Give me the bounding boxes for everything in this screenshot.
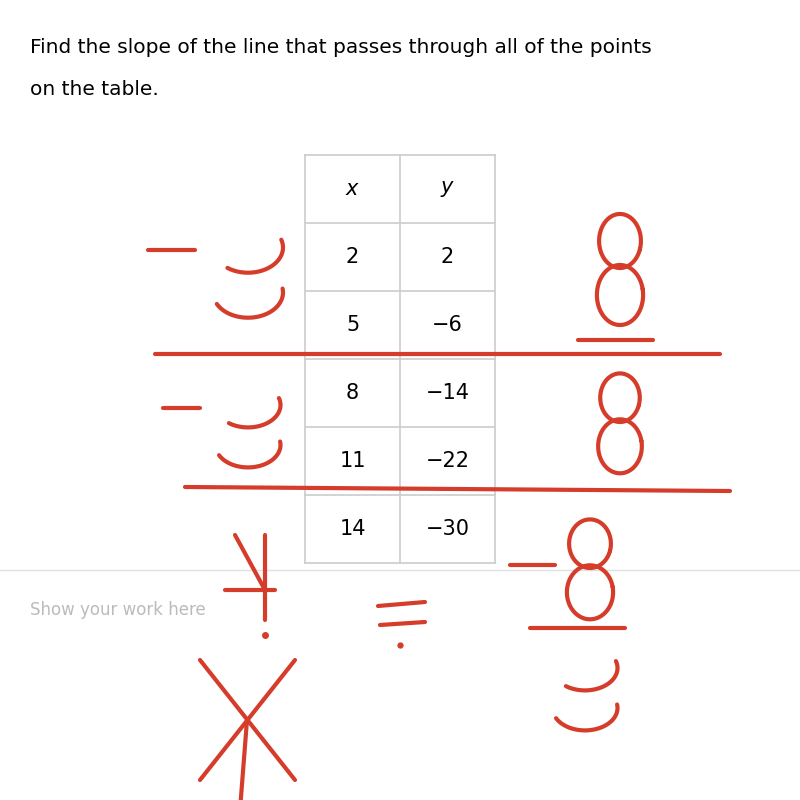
Text: −6: −6 <box>432 315 463 335</box>
Text: $y$: $y$ <box>440 179 455 199</box>
Text: Show your work here: Show your work here <box>30 601 206 619</box>
Text: on the table.: on the table. <box>30 80 158 99</box>
Text: $x$: $x$ <box>345 179 360 199</box>
Text: Find the slope of the line that passes through all of the points: Find the slope of the line that passes t… <box>30 38 652 57</box>
Text: 5: 5 <box>346 315 359 335</box>
Text: 8: 8 <box>346 383 359 403</box>
Text: −22: −22 <box>426 451 470 471</box>
Text: 14: 14 <box>339 519 366 539</box>
Text: 2: 2 <box>346 247 359 267</box>
Text: 2: 2 <box>441 247 454 267</box>
Text: 11: 11 <box>339 451 366 471</box>
Text: −30: −30 <box>426 519 470 539</box>
Text: −14: −14 <box>426 383 470 403</box>
